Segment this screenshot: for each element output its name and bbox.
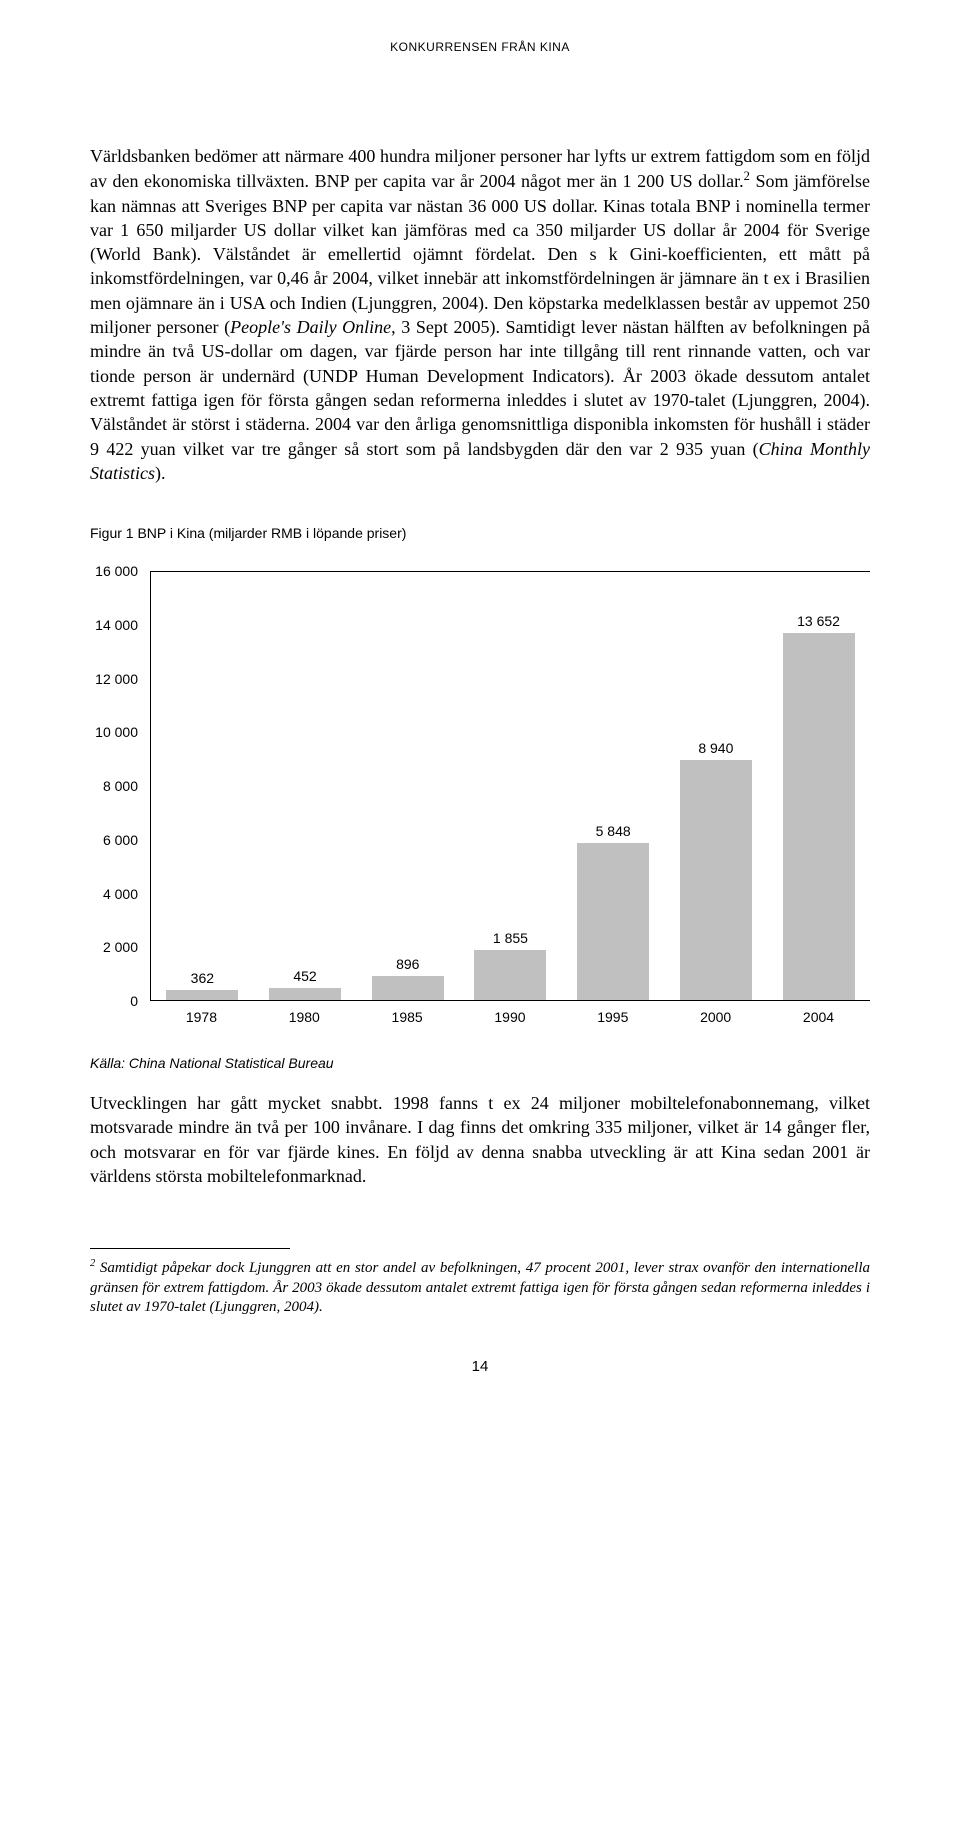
bar-column: 1 855	[465, 930, 555, 1000]
x-tick-label: 2000	[671, 1001, 761, 1025]
bar-value-label: 8 940	[698, 740, 733, 756]
y-tick-label: 10 000	[95, 724, 138, 740]
x-tick-label: 2004	[773, 1001, 863, 1025]
x-tick-label: 1980	[259, 1001, 349, 1025]
bar-value-label: 1 855	[493, 930, 528, 946]
y-tick-label: 8 000	[103, 778, 138, 794]
bar-rect	[474, 950, 546, 1000]
x-axis-labels: 1978 1980 1985 1990 1995 2000 2004	[150, 1001, 870, 1025]
x-tick-label: 1995	[568, 1001, 658, 1025]
y-tick-label: 4 000	[103, 886, 138, 902]
x-tick-label: 1985	[362, 1001, 452, 1025]
figure-title: Figur 1 BNP i Kina (miljarder RMB i löpa…	[90, 525, 870, 541]
body-paragraph-2: Utvecklingen har gått mycket snabbt. 199…	[90, 1091, 870, 1188]
bar-column: 452	[260, 968, 350, 1000]
bar-rect	[577, 843, 649, 1000]
x-tick-label: 1990	[465, 1001, 555, 1025]
x-tick-label: 1978	[156, 1001, 246, 1025]
page-header: KONKURRENSEN FRÅN KINA	[90, 40, 870, 54]
bar-rect	[680, 760, 752, 1000]
y-tick-label: 6 000	[103, 832, 138, 848]
y-tick-label: 0	[130, 993, 138, 1009]
bar-container: 362 452 896 1 855 5 848 8 940 13 652	[151, 572, 870, 1001]
chart-source: Källa: China National Statistical Bureau	[90, 1055, 870, 1071]
bar-rect	[372, 976, 444, 1000]
bar-rect	[166, 990, 238, 1000]
bar-column: 896	[363, 956, 453, 1000]
bar-column: 5 848	[568, 823, 658, 1000]
bar-column: 362	[157, 970, 247, 1000]
y-tick-label: 2 000	[103, 939, 138, 955]
bar-value-label: 452	[293, 968, 316, 984]
bar-value-label: 896	[396, 956, 419, 972]
page-number: 14	[90, 1358, 870, 1375]
footnote: 2 Samtidigt påpekar dock Ljunggren att e…	[90, 1257, 870, 1318]
bar-value-label: 5 848	[596, 823, 631, 839]
bar-column: 8 940	[671, 740, 761, 1000]
y-tick-label: 16 000	[95, 563, 138, 579]
bar-value-label: 362	[191, 970, 214, 986]
bnp-chart: 0 2 000 4 000 6 000 8 000 10 000 12 000 14 000 1…	[90, 571, 870, 1025]
bar-value-label: 13 652	[797, 613, 840, 629]
bar-rect	[783, 633, 855, 1000]
y-axis-labels: 02 0004 0006 0008 00010 00012 00014 0001…	[91, 572, 146, 1001]
body-paragraph-1: Världsbanken bedömer att närmare 400 hun…	[90, 144, 870, 485]
y-tick-label: 12 000	[95, 671, 138, 687]
bar-column: 13 652	[774, 613, 864, 1000]
bar-rect	[269, 988, 341, 1000]
y-tick-label: 14 000	[95, 617, 138, 633]
footnote-separator	[90, 1248, 290, 1249]
